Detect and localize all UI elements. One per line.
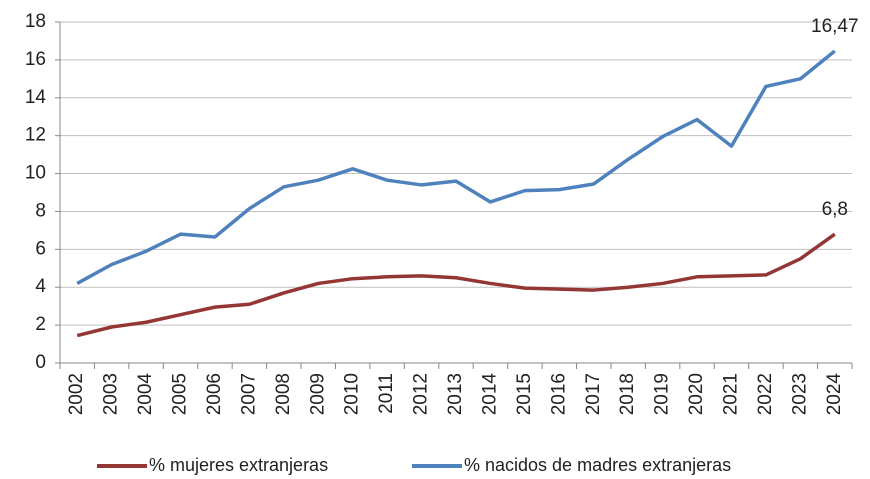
x-tick-label: 2018 bbox=[617, 373, 638, 415]
x-tick-label: 2012 bbox=[411, 373, 432, 415]
y-tick-label: 8 bbox=[35, 200, 46, 221]
x-tick-label: 2013 bbox=[445, 373, 466, 415]
x-tick-label: 2002 bbox=[66, 373, 87, 415]
x-tick-label: 2011 bbox=[376, 373, 397, 414]
y-tick-label: 6 bbox=[35, 238, 46, 259]
y-tick-label: 10 bbox=[25, 163, 46, 184]
y-tick-label: 16 bbox=[25, 49, 46, 70]
x-tick-label: 2015 bbox=[514, 373, 535, 415]
x-tick-label: 2019 bbox=[652, 373, 673, 415]
x-tick-label: 2021 bbox=[720, 373, 741, 415]
x-tick-label: 2004 bbox=[135, 373, 156, 416]
x-tick-label: 2020 bbox=[686, 373, 707, 415]
x-tick-label: 2016 bbox=[548, 373, 569, 415]
y-tick-label: 14 bbox=[25, 87, 47, 108]
y-tick-label: 12 bbox=[25, 125, 46, 146]
legend-label: % mujeres extranjeras bbox=[149, 455, 328, 475]
x-tick-label: 2007 bbox=[238, 373, 259, 415]
x-tick-label: 2017 bbox=[583, 373, 604, 415]
x-tick-label: 2006 bbox=[204, 373, 225, 415]
y-tick-label: 4 bbox=[35, 276, 46, 297]
x-tick-label: 2010 bbox=[342, 373, 363, 415]
x-tick-label: 2009 bbox=[307, 373, 328, 415]
data-label: 6,8 bbox=[822, 199, 848, 220]
series-line bbox=[76, 49, 836, 285]
x-tick-label: 2022 bbox=[755, 373, 776, 415]
x-tick-label: 2023 bbox=[789, 373, 810, 415]
x-tick-label: 2003 bbox=[101, 373, 122, 415]
y-tick-label: 18 bbox=[25, 11, 46, 32]
x-tick-label: 2005 bbox=[170, 373, 191, 415]
legend: % mujeres extranjeras % nacidos de madres… bbox=[97, 455, 731, 475]
legend-label: % nacidos de madres extranjeras bbox=[464, 455, 731, 475]
x-tick-label: 2014 bbox=[479, 373, 500, 416]
x-tick-label: 2008 bbox=[273, 373, 294, 415]
series-line bbox=[76, 232, 836, 338]
y-tick-label: 0 bbox=[35, 352, 46, 373]
x-tick-label: 2024 bbox=[824, 373, 845, 416]
data-label: 16,47 bbox=[811, 16, 859, 37]
y-tick-label: 2 bbox=[35, 314, 46, 335]
